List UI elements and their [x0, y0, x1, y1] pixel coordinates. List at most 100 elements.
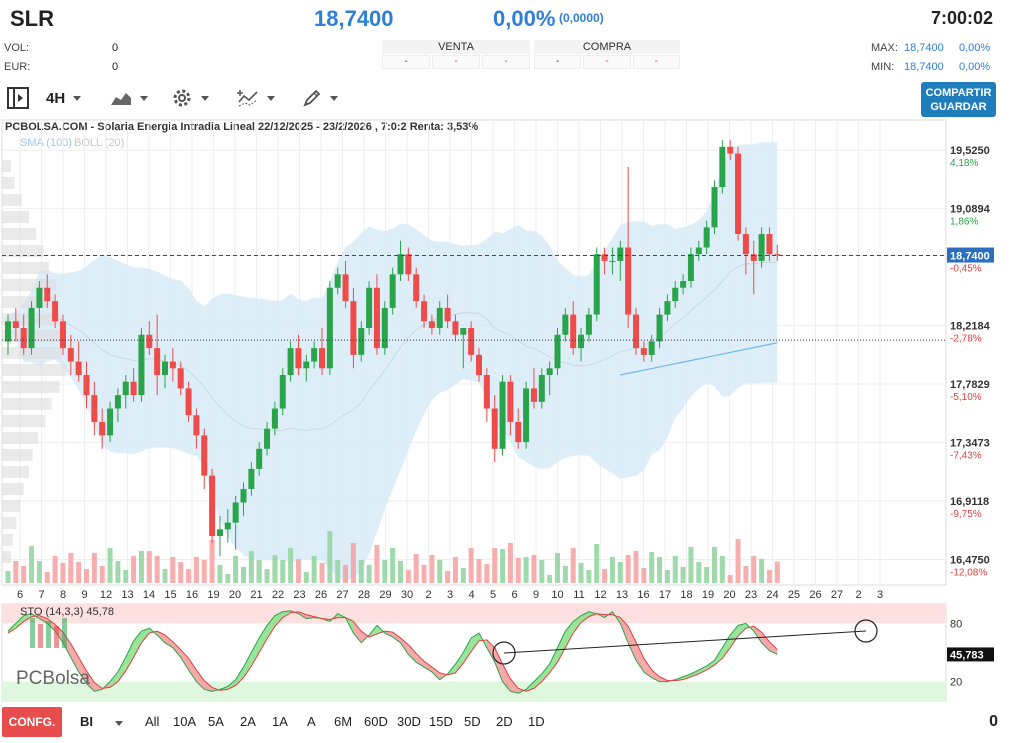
current-price-label: 18,7400: [950, 251, 990, 263]
volume-bar: [272, 555, 277, 583]
range-2d[interactable]: 2D: [496, 714, 513, 729]
range-1d[interactable]: 1D: [528, 714, 545, 729]
x-tick-label: 29: [379, 589, 391, 601]
candle-body: [44, 288, 50, 301]
candle-body: [657, 315, 663, 342]
candle-body: [343, 274, 349, 301]
range-a[interactable]: A: [307, 714, 316, 729]
y-tick-pct: -2,78%: [950, 334, 982, 345]
volume-bar: [139, 551, 144, 583]
candle-body: [672, 288, 678, 301]
volume-bar: [186, 569, 191, 583]
candle-body: [115, 395, 121, 408]
book-cell: -: [534, 55, 581, 69]
candle-body: [507, 382, 513, 422]
volume-bar: [665, 570, 670, 583]
candle-body: [154, 348, 160, 375]
y-tick-label: 16,9118: [950, 496, 989, 508]
candle-body: [68, 348, 74, 361]
y-tick-pct: -9,75%: [950, 509, 982, 520]
candle-body: [492, 409, 498, 449]
volume-bar: [37, 561, 42, 583]
candle-body: [241, 489, 247, 502]
volume-profile-bar: [2, 262, 49, 274]
candle-body: [60, 321, 66, 348]
candle-body: [217, 529, 223, 536]
candle-body: [405, 254, 411, 274]
volume-bar: [170, 557, 175, 583]
settings-dropdown[interactable]: [171, 84, 209, 112]
vol-label: VOL:: [4, 42, 29, 54]
x-tick-label: 7: [38, 589, 44, 601]
range-15d[interactable]: 15D: [429, 714, 453, 729]
candle-body: [280, 375, 286, 409]
mode-dropdown[interactable]: BI: [80, 714, 123, 729]
max-value: 18,7400: [904, 42, 944, 54]
chart-type-dropdown[interactable]: [110, 84, 148, 112]
volume-bar: [641, 568, 646, 583]
candle-body: [272, 409, 278, 429]
y-tick-label: 18,2184: [950, 321, 991, 333]
candle-body: [52, 301, 58, 321]
share-save-button[interactable]: COMPARTIR GUARDAR: [921, 82, 996, 117]
volume-bar: [571, 548, 576, 583]
candle-body: [594, 254, 600, 314]
volume-bar: [594, 544, 599, 583]
volume-profile-bar: [2, 466, 29, 478]
stochastic-level-80: 80: [950, 618, 962, 630]
buy-book: COMPRA - - -: [534, 40, 680, 69]
candle-body: [123, 382, 129, 395]
y-tick-pct: 4,18%: [950, 158, 978, 169]
x-tick-label: 17: [659, 589, 671, 601]
range-5a[interactable]: 5A: [208, 714, 224, 729]
book-cell: -: [482, 55, 530, 69]
timeframe-dropdown[interactable]: 4H: [46, 84, 81, 112]
volume-bar: [210, 540, 215, 583]
range-2a[interactable]: 2A: [240, 714, 256, 729]
range-10a[interactable]: 10A: [173, 714, 196, 729]
x-tick-label: 16: [637, 589, 649, 601]
candle-body: [547, 368, 553, 375]
stochastic-current-label: 45,783: [950, 649, 984, 661]
volume-bar: [422, 565, 427, 583]
volume-bar: [414, 554, 419, 583]
price-chart[interactable]: PCBOLSA.COM - Solaria Energia Intradia L…: [0, 118, 1011, 704]
candle-body: [727, 147, 733, 154]
range-5d[interactable]: 5D: [464, 714, 481, 729]
chevron-down-icon: [73, 96, 81, 101]
volume-bar: [178, 562, 183, 583]
volume-bar: [296, 559, 301, 583]
candle-body: [29, 308, 35, 348]
config-button[interactable]: CONFG.: [2, 707, 62, 737]
x-tick-label: 23: [293, 589, 305, 601]
x-tick-label: 5: [490, 589, 496, 601]
candle-body: [570, 315, 576, 349]
volume-bar: [406, 570, 411, 583]
indicators-dropdown[interactable]: [237, 84, 275, 112]
range-6m[interactable]: 6M: [334, 714, 352, 729]
logo-bar: [30, 618, 35, 648]
drawing-tools-dropdown[interactable]: [302, 84, 338, 112]
candle-body: [209, 476, 215, 536]
x-tick-label: 18: [680, 589, 692, 601]
candle-body: [539, 375, 545, 402]
volume-profile-bar: [2, 211, 29, 223]
x-tick-label: 24: [766, 589, 778, 601]
y-tick-label: 19,0894: [950, 204, 991, 216]
candle-body: [743, 234, 749, 254]
range-1a[interactable]: 1A: [272, 714, 288, 729]
volume-bar: [539, 560, 544, 583]
panel-toggle-button[interactable]: [6, 84, 30, 112]
candle-body: [178, 368, 184, 388]
stochastic-level-20: 20: [950, 677, 962, 689]
candle-body: [36, 288, 42, 308]
range-30d[interactable]: 30D: [397, 714, 421, 729]
range-all[interactable]: All: [145, 714, 159, 729]
range-60d[interactable]: 60D: [364, 714, 388, 729]
volume-bar: [720, 556, 725, 583]
candle-body: [515, 422, 521, 442]
sell-book: VENTA - - -: [382, 40, 530, 69]
gear-icon: [171, 87, 193, 109]
candle-body: [735, 154, 741, 235]
candle-body: [162, 362, 168, 375]
